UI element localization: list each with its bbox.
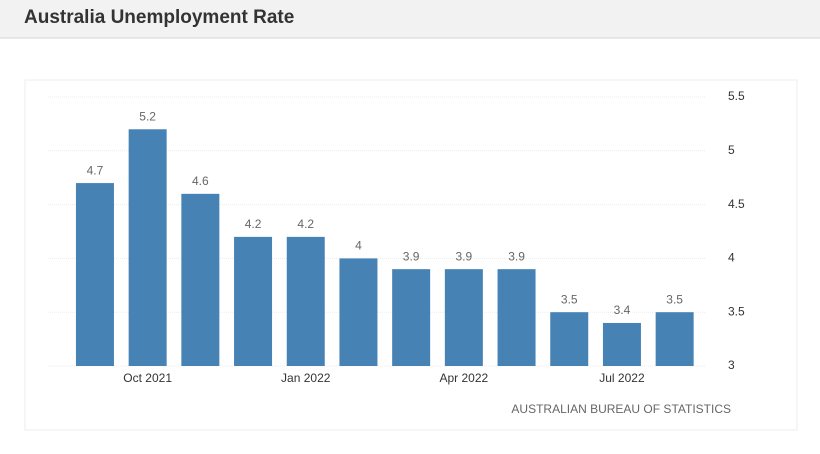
bar [602,322,641,366]
value-label: 4.2 [245,217,262,231]
bar [339,258,378,366]
value-label: 3.5 [666,292,683,306]
bar [497,269,536,366]
value-label: 5.2 [139,109,156,123]
x-tick-label: Apr 2022 [439,371,488,385]
bar [75,183,114,366]
bar [444,269,483,366]
value-label: 3.9 [456,249,473,263]
x-tick-label: Jan 2022 [281,371,331,385]
value-label: 4 [355,239,362,253]
bar [234,236,273,366]
value-label: 4.6 [192,174,209,188]
bar [181,193,220,366]
bar [550,312,589,366]
y-tick-label: 4 [728,251,735,265]
y-tick-label: 5.5 [728,89,745,103]
y-tick-label: 5 [728,143,735,157]
bar [286,236,325,366]
value-label: 3.4 [614,303,631,317]
value-label: 4.7 [87,163,104,177]
source-label: AUSTRALIAN BUREAU OF STATISTICS [511,402,731,416]
y-tick-label: 3.5 [728,304,745,318]
y-tick-label: 4.5 [728,197,745,211]
y-tick-label: 3 [728,358,735,372]
value-label: 3.5 [561,292,578,306]
value-label: 3.9 [508,249,525,263]
x-tick-label: Oct 2021 [123,371,172,385]
value-label: 4.2 [297,217,314,231]
x-tick-label: Jul 2022 [599,371,645,385]
value-label: 3.9 [403,249,420,263]
bar [655,312,694,366]
title-bar [0,0,820,38]
bar [128,129,167,366]
bar [392,269,431,366]
chart-title: Australia Unemployment Rate [24,7,294,28]
chart-frame [24,79,798,431]
